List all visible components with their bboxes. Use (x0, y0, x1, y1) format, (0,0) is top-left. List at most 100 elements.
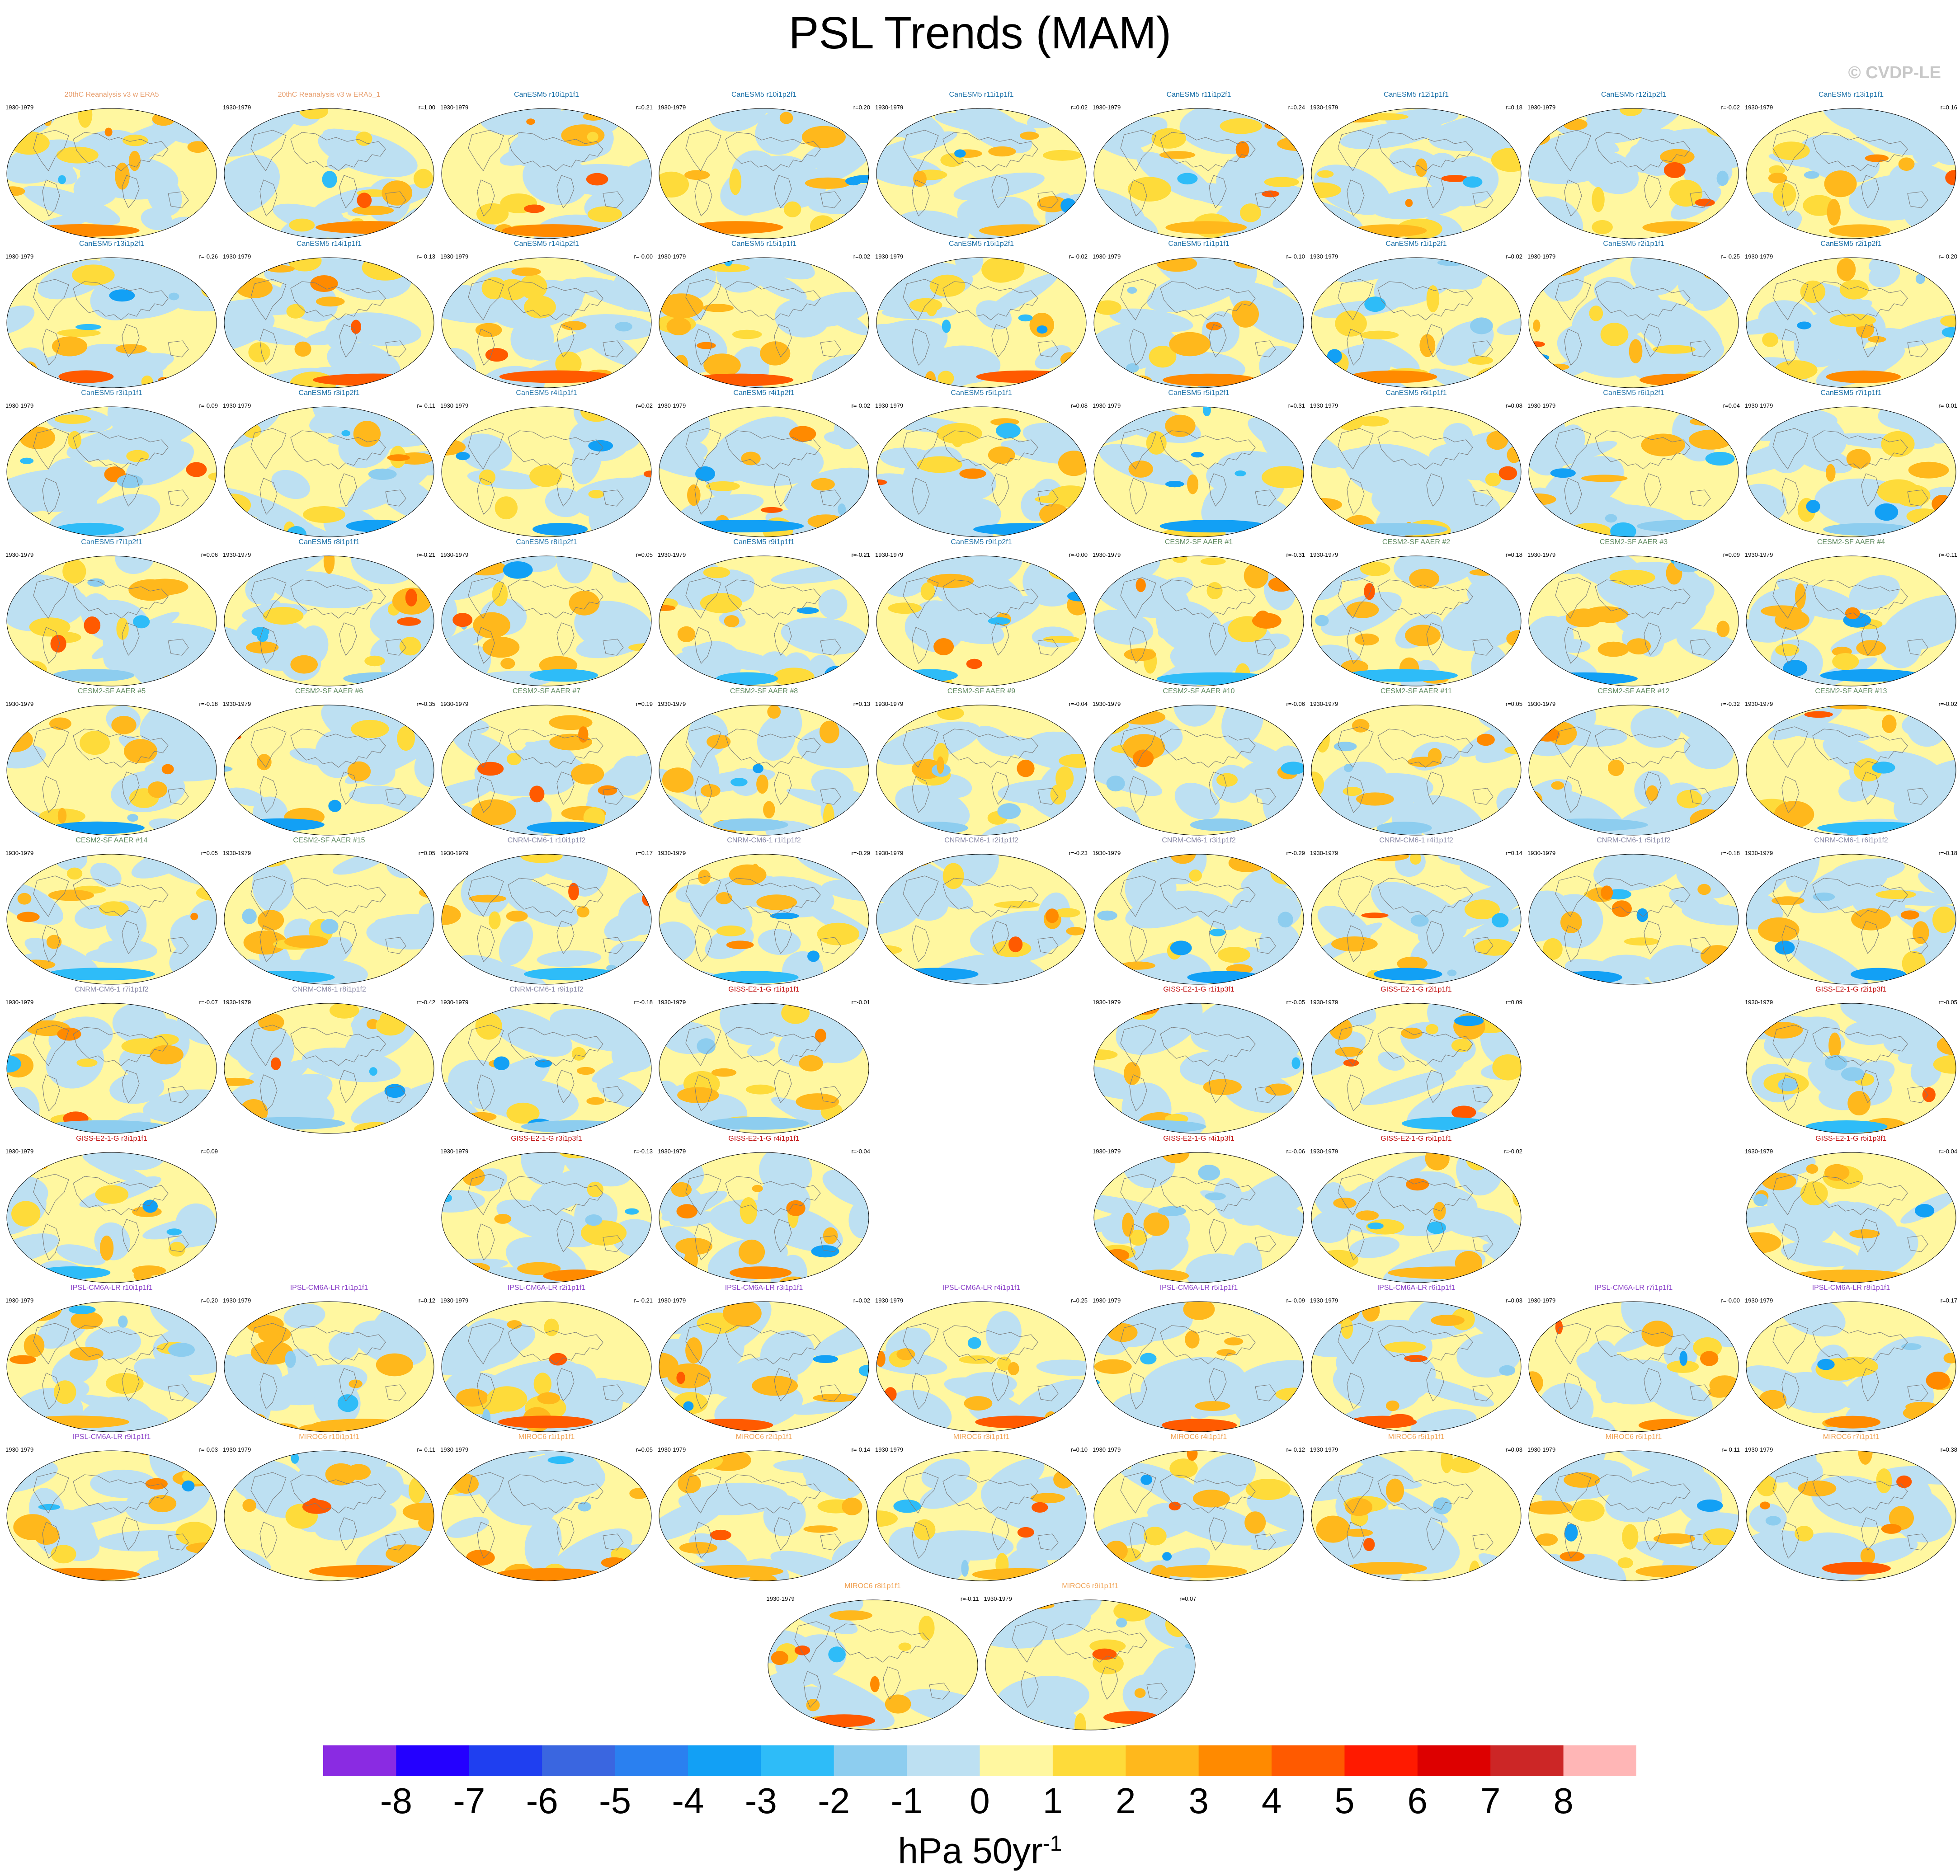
map-panel: MIROC6 r6i1p1f1 1930-1979 r=-0.11 (1527, 1433, 1740, 1582)
panel-period: 1930-1979 (1745, 253, 1773, 260)
trend-map (875, 406, 1088, 538)
panel-title: CanESM5 r11i1p1f1 (949, 91, 1014, 99)
trend-map (658, 257, 870, 389)
panel-title: CESM2-SF AAER #15 (293, 837, 365, 844)
panel-title: CESM2-SF AAER #8 (730, 687, 798, 695)
map-panel: MIROC6 r9i1p1f1 1930-1979 r=0.07 (984, 1582, 1197, 1731)
map-panel: CNRM-CM6-1 r1i1p1f2 1930-1979 r=-0.29 (658, 836, 870, 985)
trend-map (1745, 1301, 1957, 1433)
panel-title: CanESM5 r6i1p1f1 (1385, 389, 1447, 397)
panel-title: IPSL-CM6A-LR r1i1p1f1 (290, 1284, 368, 1292)
panel-title: MIROC6 r5i1p1f1 (1388, 1433, 1445, 1441)
trend-map (1527, 704, 1740, 836)
panel-title: IPSL-CM6A-LR r10i1p1f1 (71, 1284, 153, 1292)
panel-period: 1930-1979 (1527, 402, 1556, 409)
map-panel: IPSL-CM6A-LR r9i1p1f1 1930-1979 r=-0.03 (5, 1433, 218, 1582)
panel-period: 1930-1979 (440, 999, 469, 1006)
panel-period: 1930-1979 (658, 402, 686, 409)
trend-map (5, 1301, 218, 1433)
map-panel: CESM2-SF AAER #4 1930-1979 r=-0.11 (1745, 538, 1957, 687)
colorbar-tick-label: -5 (599, 1781, 631, 1821)
panel-period: 1930-1979 (658, 999, 686, 1006)
map-panel: CanESM5 r13i1p2f1 1930-1979 r=-0.26 (5, 240, 218, 389)
colorbar-tick-label: 2 (1116, 1781, 1136, 1821)
panel-title: IPSL-CM6A-LR r7i1p1f1 (1594, 1284, 1673, 1292)
trend-map (5, 1152, 218, 1284)
map-panel: CanESM5 r13i1p1f1 1930-1979 r=0.16 (1745, 90, 1957, 240)
panel-title: CESM2-SF AAER #5 (77, 687, 146, 695)
map-panel: CanESM5 r12i1p2f1 1930-1979 r=-0.02 (1527, 90, 1740, 240)
panel-correlation: r=0.02 (853, 1297, 870, 1304)
trend-map (875, 108, 1088, 240)
panel-correlation: r=-0.11 (1939, 551, 1957, 558)
panel-period: 1930-1979 (223, 850, 251, 856)
map-panel: CESM2-SF AAER #14 1930-1979 r=0.05 (5, 836, 218, 985)
map-panel: IPSL-CM6A-LR r1i1p1f1 1930-1979 r=0.12 (223, 1284, 435, 1433)
colorbar-tick-label: -2 (818, 1781, 850, 1821)
panel-period: 1930-1979 (1527, 1297, 1556, 1304)
map-panel: CanESM5 r4i1p2f1 1930-1979 r=-0.02 (658, 389, 870, 538)
trend-map (223, 257, 435, 389)
colorbar-swatch (907, 1745, 980, 1776)
panel-title: MIROC6 r2i1p1f1 (735, 1433, 792, 1441)
map-panel: CanESM5 r11i1p2f1 1930-1979 r=0.24 (1093, 90, 1305, 240)
panel-period: 1930-1979 (658, 551, 686, 558)
map-panel: CanESM5 r2i1p2f1 1930-1979 r=-0.20 (1745, 240, 1957, 389)
panel-period: 1930-1979 (875, 850, 904, 856)
panel-title: CanESM5 r3i1p2f1 (298, 389, 360, 397)
map-panel: CanESM5 r7i1p2f1 1930-1979 r=0.06 (5, 538, 218, 687)
trend-map (1310, 257, 1522, 389)
panel-correlation: r=0.02 (1070, 104, 1088, 111)
panel-title: CanESM5 r8i1p1f1 (298, 538, 360, 546)
map-panel: GISS-E2-1-G r2i1p3f1 1930-1979 r=-0.05 (1745, 985, 1957, 1134)
trend-map (5, 108, 218, 240)
trend-map (658, 108, 870, 240)
panel-period: 1930-1979 (1527, 104, 1556, 111)
trend-map (223, 1301, 435, 1433)
panel-title: CESM2-SF AAER #6 (295, 687, 363, 695)
panel-period: 1930-1979 (440, 1446, 469, 1453)
panel-correlation: r=0.06 (201, 551, 218, 558)
panel-period: 1930-1979 (1310, 701, 1338, 707)
panel-title: CanESM5 r9i1p2f1 (951, 538, 1012, 546)
trend-map (5, 853, 218, 985)
trend-map (1310, 1152, 1522, 1284)
trend-map (223, 108, 435, 240)
panel-title: CNRM-CM6-1 r5i1p1f2 (1597, 837, 1671, 844)
panel-correlation: r=-0.02 (1938, 701, 1957, 707)
panel-correlation: r=-0.02 (1069, 253, 1088, 260)
panel-period: 1930-1979 (1093, 551, 1121, 558)
trend-map (1527, 1450, 1740, 1582)
trend-map (1745, 257, 1957, 389)
map-panel: 20thC Reanalysis v3 w ERA5 1930-1979 (5, 90, 218, 240)
panel-period: 1930-1979 (1310, 104, 1338, 111)
map-panel: CESM2-SF AAER #1 1930-1979 r=-0.31 (1093, 538, 1305, 687)
map-panel: CNRM-CM6-1 r8i1p1f2 1930-1979 r=-0.42 (223, 985, 435, 1134)
panel-correlation: r=0.24 (1288, 104, 1305, 111)
trend-map (440, 1002, 653, 1134)
panel-title: CanESM5 r8i1p2f1 (516, 538, 577, 546)
panel-period: 1930-1979 (1093, 999, 1121, 1006)
trend-map (1527, 1301, 1740, 1433)
map-panel: CanESM5 r3i1p1f1 1930-1979 r=-0.09 (5, 389, 218, 538)
panel-correlation: r=-0.18 (1721, 850, 1740, 856)
panel-correlation: r=0.16 (1940, 104, 1957, 111)
colorbar-swatch (834, 1745, 907, 1776)
panel-title: IPSL-CM6A-LR r8i1p1f1 (1812, 1284, 1890, 1292)
panel-correlation: r=-0.11 (417, 402, 435, 409)
panel-period: 1930-1979 (440, 104, 469, 111)
panel-correlation: r=-0.00 (1721, 1297, 1740, 1304)
trend-map (875, 257, 1088, 389)
panel-correlation: r=-0.02 (1721, 104, 1740, 111)
colorbar-swatch (1417, 1745, 1491, 1776)
map-panel: CNRM-CM6-1 r6i1p1f2 1930-1979 r=-0.18 (1745, 836, 1957, 985)
map-panel: GISS-E2-1-G r1i1p1f1 1930-1979 r=-0.01 (658, 985, 870, 1134)
colorbar-tick-label: 4 (1261, 1781, 1282, 1821)
colorbar-swatch (615, 1745, 688, 1776)
map-panel: GISS-E2-1-G r5i1p3f1 1930-1979 r=-0.04 (1745, 1134, 1957, 1284)
panel-correlation: r=0.38 (1940, 1446, 1957, 1453)
panel-title: GISS-E2-1-G r2i1p3f1 (1815, 986, 1887, 993)
panel-correlation: r=-0.10 (1286, 253, 1305, 260)
panel-title: CanESM5 r3i1p1f1 (81, 389, 142, 397)
colorbar-tick-label: 3 (1188, 1781, 1209, 1821)
